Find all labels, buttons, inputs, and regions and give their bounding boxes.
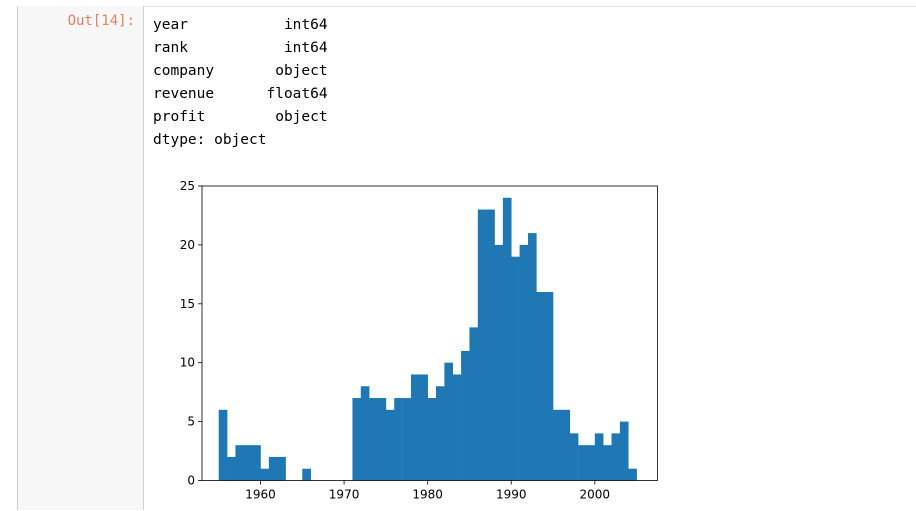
histogram-bar (586, 445, 596, 481)
histogram-bar (235, 445, 245, 481)
histogram-bar (444, 362, 454, 481)
histogram-bar (594, 433, 604, 481)
y-tick-label: 5 (187, 415, 195, 429)
histogram-bar (352, 398, 362, 481)
histogram-chart: 0 5 10 15 20 25 1960 1970 1980 1990 2000 (180, 179, 658, 502)
histogram-bar (260, 468, 270, 481)
histogram-bar (519, 244, 529, 481)
histogram-bar (461, 350, 470, 481)
output-area: year int64 rank int64 company object revenu… (144, 6, 916, 511)
histogram-bar (477, 209, 487, 481)
histogram-bar (385, 409, 395, 481)
histogram-bars (218, 197, 637, 481)
histogram-bar (469, 327, 479, 481)
plot-frame (201, 185, 658, 481)
y-tick-label: 0 (187, 474, 195, 488)
histogram-bar (218, 409, 228, 481)
histogram-bar (544, 292, 554, 481)
histogram-bar (561, 409, 571, 481)
y-tick-label: 15 (180, 297, 195, 311)
histogram-bar (377, 398, 387, 481)
y-tick-label: 20 (180, 238, 195, 252)
x-tick-label: 2000 (580, 488, 611, 502)
histogram-bar (302, 468, 311, 481)
histogram-bar (360, 386, 370, 481)
histogram-bar (628, 468, 637, 481)
histogram-bar (578, 445, 587, 481)
output-cell: Out[14]: year int64 rank int64 company obj… (17, 6, 916, 510)
dtype-line-profit: profit object (153, 109, 328, 125)
histogram-bar (611, 433, 621, 481)
histogram-bar (603, 445, 612, 481)
histogram-bar (452, 374, 462, 481)
histogram-bar (486, 209, 495, 481)
histogram-bar (227, 456, 236, 481)
histogram-bar (402, 398, 412, 481)
x-tick-label: 1960 (245, 488, 276, 502)
histogram-bar (252, 445, 261, 481)
histogram-bar (243, 445, 253, 481)
histogram-bar (419, 374, 428, 481)
x-axis-ticks: 1960 1970 1980 1990 2000 (245, 480, 611, 502)
output-prompt: Out[14]: (67, 13, 135, 29)
histogram-bar (619, 421, 629, 481)
y-axis-ticks: 0 5 10 15 20 25 (180, 179, 202, 488)
y-tick-label: 10 (180, 356, 195, 370)
histogram-bar (569, 433, 579, 481)
histogram-bar (536, 292, 545, 481)
x-tick-label: 1970 (329, 488, 360, 502)
histogram-bar (268, 456, 278, 481)
histogram-bar (427, 398, 437, 481)
histogram-bar (277, 456, 286, 481)
dtype-line-company: company object (153, 63, 328, 79)
histogram-bar (553, 409, 562, 481)
x-tick-label: 1980 (412, 488, 443, 502)
dtype-summary: dtype: object (153, 132, 267, 148)
histogram-bar (494, 244, 504, 481)
dtype-line-year: year int64 (153, 17, 328, 33)
histogram-bar (527, 233, 537, 481)
dtype-output: year int64 rank int64 company object revenu… (153, 14, 328, 152)
output-prompt-area: Out[14]: (17, 6, 144, 510)
histogram-bar (511, 256, 520, 481)
histogram-bar (410, 374, 420, 481)
dtype-line-revenue: revenue float64 (153, 86, 328, 102)
histogram-bar (394, 398, 403, 481)
histogram-bar (502, 197, 512, 481)
histogram-bar (369, 398, 378, 481)
dtype-line-rank: rank int64 (153, 40, 328, 56)
y-tick-label: 25 (180, 179, 195, 193)
histogram-bar (436, 386, 445, 481)
x-tick-label: 1990 (496, 488, 527, 502)
